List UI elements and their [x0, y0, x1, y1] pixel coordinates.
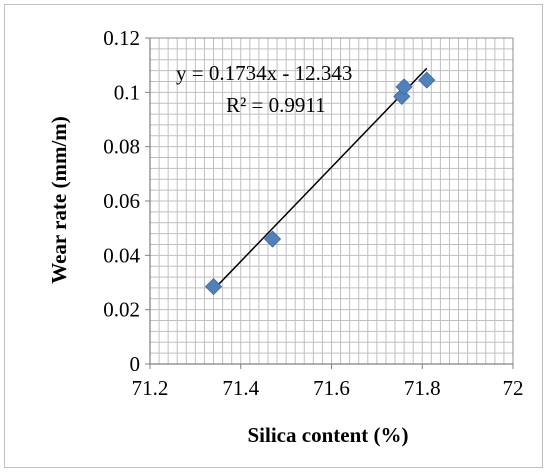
x-tick-label: 71.2	[132, 376, 169, 400]
x-tick-label: 71.8	[404, 376, 441, 400]
y-tick-label: 0.08	[103, 135, 140, 159]
data-point	[395, 78, 413, 96]
data-point	[263, 230, 282, 248]
x-tick-label: 71.4	[222, 376, 259, 400]
y-tick-label: 0.06	[103, 189, 140, 213]
x-axis-title: Silica content (%)	[248, 423, 409, 447]
tick-labels: 71.2 71.4 71.6 71.8 72 0 0.02 0.04 0.06 0.08 0.1 0.…	[103, 26, 523, 400]
y-tick-label: 0.12	[103, 26, 140, 50]
y-tick-label: 0.02	[103, 298, 140, 322]
y-tick-label: 0	[130, 352, 141, 376]
data-point	[418, 71, 436, 89]
data-points	[204, 71, 436, 296]
trendline-r-squared: R² = 0.9911	[226, 93, 326, 117]
x-tick-label: 72	[503, 376, 524, 400]
grid	[149, 37, 514, 365]
trendline-layer	[212, 67, 428, 291]
y-tick-label: 0.1	[114, 80, 140, 104]
y-tick-label: 0.04	[103, 243, 140, 267]
trendline	[212, 67, 428, 291]
y-axis-title: Wear rate (mm/m)	[47, 116, 71, 284]
trendline-equation: y = 0.1734x - 12.343	[176, 61, 352, 85]
data-point	[204, 278, 223, 296]
x-tick-label: 71.6	[313, 376, 350, 400]
